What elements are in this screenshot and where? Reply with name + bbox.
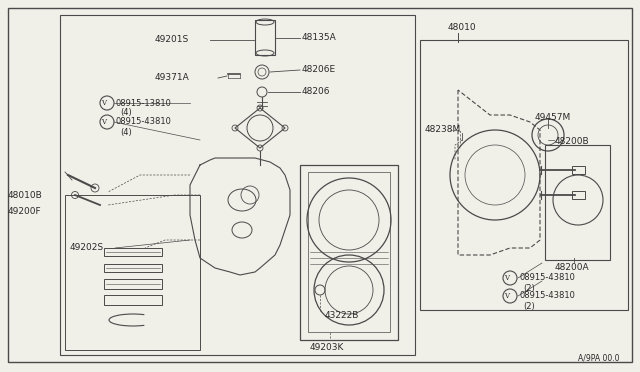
Text: (2): (2)	[523, 283, 535, 292]
Bar	[255, 20, 275, 55]
Text: (4): (4)	[120, 109, 132, 118]
Bar	[572, 166, 585, 174]
Bar	[65, 195, 200, 350]
Text: 49202S: 49202S	[70, 244, 104, 253]
Bar	[308, 172, 390, 332]
Text: V: V	[102, 99, 106, 107]
Text: 48238M: 48238M	[425, 125, 461, 135]
Text: 49201S: 49201S	[155, 35, 189, 45]
Bar	[572, 191, 585, 199]
Text: 08915-13810: 08915-13810	[116, 99, 172, 108]
Bar	[104, 264, 162, 272]
Text: 48200A: 48200A	[555, 263, 589, 273]
Bar	[104, 279, 162, 289]
Text: 08915-43810: 08915-43810	[519, 292, 575, 301]
Text: 48206: 48206	[302, 87, 330, 96]
Text: (4): (4)	[120, 128, 132, 137]
Text: 49457M: 49457M	[535, 113, 572, 122]
Bar	[545, 145, 610, 260]
Bar	[420, 40, 628, 310]
Text: 08915-43810: 08915-43810	[519, 273, 575, 282]
Text: V: V	[504, 292, 509, 300]
Text: A/9PA 00.0: A/9PA 00.0	[579, 353, 620, 362]
Text: 43222B: 43222B	[325, 311, 360, 320]
Text: 49203K: 49203K	[310, 343, 344, 353]
Text: 49200F: 49200F	[8, 208, 42, 217]
Text: 48010B: 48010B	[8, 190, 43, 199]
Text: 48200B: 48200B	[555, 138, 589, 147]
Text: 48206E: 48206E	[302, 65, 336, 74]
Bar	[300, 165, 398, 340]
Text: 48135A: 48135A	[302, 33, 337, 42]
Bar	[104, 248, 162, 256]
Bar	[104, 295, 162, 305]
Text: 08915-43810: 08915-43810	[116, 118, 172, 126]
Text: (2): (2)	[523, 301, 535, 311]
Text: 48010: 48010	[448, 23, 477, 32]
Text: 49371A: 49371A	[155, 74, 189, 83]
Bar	[60, 15, 415, 355]
Text: V: V	[504, 274, 509, 282]
Text: V: V	[102, 118, 106, 126]
